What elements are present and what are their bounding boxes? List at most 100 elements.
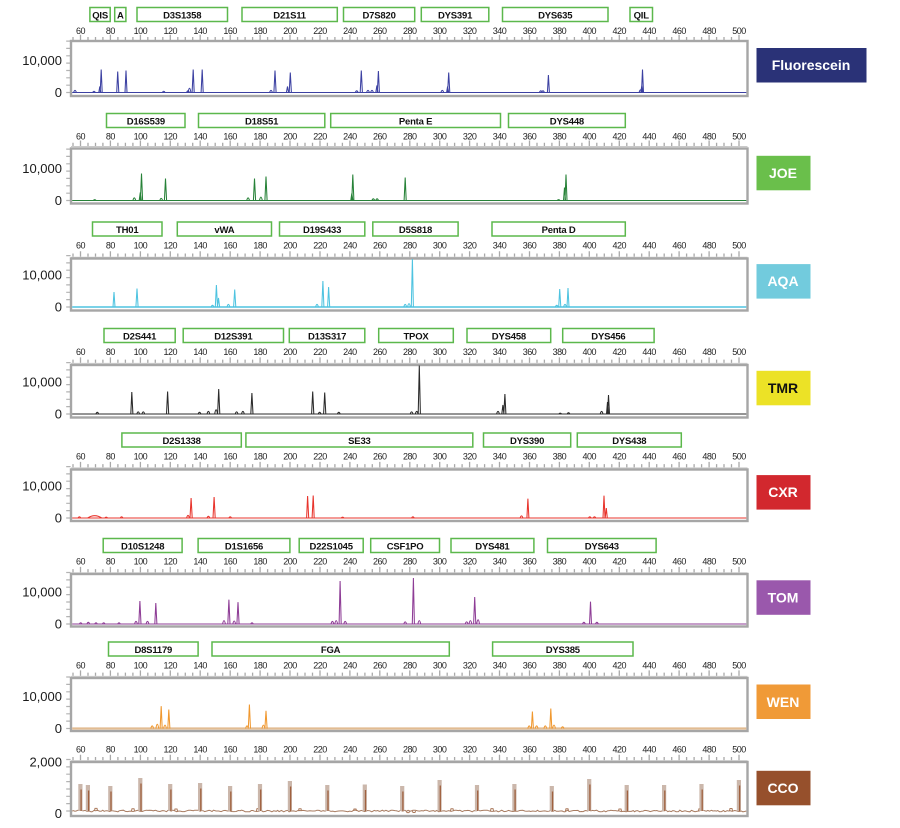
svg-text:D1S1656: D1S1656 bbox=[225, 541, 263, 552]
svg-text:420: 420 bbox=[613, 347, 627, 357]
svg-text:440: 440 bbox=[642, 132, 656, 142]
svg-text:100: 100 bbox=[134, 26, 148, 36]
svg-text:Fluorescein: Fluorescein bbox=[772, 57, 851, 73]
svg-text:240: 240 bbox=[343, 132, 357, 142]
svg-text:200: 200 bbox=[283, 661, 297, 671]
svg-text:180: 180 bbox=[253, 241, 267, 251]
svg-text:480: 480 bbox=[702, 347, 716, 357]
svg-text:200: 200 bbox=[283, 241, 297, 251]
svg-text:360: 360 bbox=[523, 132, 537, 142]
svg-text:10,000: 10,000 bbox=[22, 585, 62, 600]
svg-text:360: 360 bbox=[523, 557, 537, 567]
svg-text:460: 460 bbox=[672, 347, 686, 357]
svg-text:10,000: 10,000 bbox=[22, 161, 62, 176]
svg-text:420: 420 bbox=[613, 132, 627, 142]
svg-text:160: 160 bbox=[223, 745, 237, 755]
svg-text:300: 300 bbox=[433, 132, 447, 142]
svg-text:60: 60 bbox=[76, 241, 86, 251]
svg-text:60: 60 bbox=[76, 557, 86, 567]
svg-text:Penta D: Penta D bbox=[542, 225, 576, 236]
svg-text:D16S539: D16S539 bbox=[127, 116, 165, 127]
svg-text:480: 480 bbox=[702, 557, 716, 567]
svg-text:AQA: AQA bbox=[767, 273, 798, 289]
svg-text:220: 220 bbox=[313, 661, 327, 671]
svg-text:380: 380 bbox=[553, 745, 567, 755]
svg-text:D3S1358: D3S1358 bbox=[163, 10, 201, 21]
svg-text:460: 460 bbox=[672, 452, 686, 462]
svg-text:200: 200 bbox=[283, 557, 297, 567]
svg-text:DYS438: DYS438 bbox=[612, 436, 646, 447]
svg-text:160: 160 bbox=[223, 132, 237, 142]
svg-text:280: 280 bbox=[403, 347, 417, 357]
svg-text:10,000: 10,000 bbox=[22, 53, 62, 68]
svg-text:60: 60 bbox=[76, 452, 86, 462]
svg-text:440: 440 bbox=[642, 347, 656, 357]
svg-text:380: 380 bbox=[553, 452, 567, 462]
svg-text:220: 220 bbox=[313, 347, 327, 357]
svg-text:320: 320 bbox=[463, 26, 477, 36]
svg-text:420: 420 bbox=[613, 452, 627, 462]
svg-text:440: 440 bbox=[642, 241, 656, 251]
svg-text:360: 360 bbox=[523, 26, 537, 36]
svg-text:D13S317: D13S317 bbox=[308, 331, 346, 342]
svg-text:D22S1045: D22S1045 bbox=[310, 541, 354, 552]
svg-text:140: 140 bbox=[193, 241, 207, 251]
svg-text:160: 160 bbox=[223, 347, 237, 357]
svg-text:480: 480 bbox=[702, 26, 716, 36]
svg-text:360: 360 bbox=[523, 347, 537, 357]
svg-text:220: 220 bbox=[313, 132, 327, 142]
svg-text:220: 220 bbox=[313, 452, 327, 462]
svg-text:60: 60 bbox=[76, 347, 86, 357]
svg-text:300: 300 bbox=[433, 452, 447, 462]
svg-text:80: 80 bbox=[106, 661, 116, 671]
svg-text:500: 500 bbox=[732, 347, 746, 357]
svg-text:TOM: TOM bbox=[768, 590, 799, 606]
svg-text:160: 160 bbox=[223, 661, 237, 671]
svg-text:300: 300 bbox=[433, 557, 447, 567]
svg-text:TPOX: TPOX bbox=[403, 331, 429, 342]
svg-text:100: 100 bbox=[134, 661, 148, 671]
svg-text:140: 140 bbox=[193, 661, 207, 671]
svg-text:320: 320 bbox=[463, 452, 477, 462]
svg-text:460: 460 bbox=[672, 661, 686, 671]
svg-text:200: 200 bbox=[283, 745, 297, 755]
svg-text:240: 240 bbox=[343, 241, 357, 251]
svg-text:460: 460 bbox=[672, 557, 686, 567]
svg-text:0: 0 bbox=[55, 511, 62, 526]
svg-text:400: 400 bbox=[583, 26, 597, 36]
svg-text:0: 0 bbox=[55, 617, 62, 632]
svg-text:360: 360 bbox=[523, 745, 537, 755]
svg-text:0: 0 bbox=[55, 407, 62, 422]
svg-text:200: 200 bbox=[283, 347, 297, 357]
svg-text:240: 240 bbox=[343, 452, 357, 462]
svg-text:120: 120 bbox=[164, 745, 178, 755]
svg-text:340: 340 bbox=[493, 557, 507, 567]
svg-text:DYS458: DYS458 bbox=[492, 331, 526, 342]
svg-text:10,000: 10,000 bbox=[22, 479, 62, 494]
svg-text:300: 300 bbox=[433, 347, 447, 357]
svg-text:DYS643: DYS643 bbox=[585, 541, 619, 552]
svg-text:380: 380 bbox=[553, 557, 567, 567]
svg-text:D2S1338: D2S1338 bbox=[162, 436, 200, 447]
svg-text:380: 380 bbox=[553, 241, 567, 251]
svg-text:100: 100 bbox=[134, 347, 148, 357]
svg-text:360: 360 bbox=[523, 452, 537, 462]
svg-text:320: 320 bbox=[463, 557, 477, 567]
svg-text:280: 280 bbox=[403, 557, 417, 567]
svg-text:TH01: TH01 bbox=[116, 225, 139, 236]
svg-text:440: 440 bbox=[642, 661, 656, 671]
svg-text:180: 180 bbox=[253, 132, 267, 142]
svg-text:140: 140 bbox=[193, 132, 207, 142]
svg-text:500: 500 bbox=[732, 745, 746, 755]
svg-text:480: 480 bbox=[702, 241, 716, 251]
svg-text:160: 160 bbox=[223, 452, 237, 462]
svg-text:QIS: QIS bbox=[92, 10, 108, 21]
svg-text:160: 160 bbox=[223, 557, 237, 567]
svg-text:280: 280 bbox=[403, 132, 417, 142]
svg-text:120: 120 bbox=[164, 132, 178, 142]
svg-text:380: 380 bbox=[553, 132, 567, 142]
svg-text:180: 180 bbox=[253, 452, 267, 462]
svg-text:D5S818: D5S818 bbox=[399, 225, 432, 236]
svg-text:420: 420 bbox=[613, 26, 627, 36]
svg-text:340: 340 bbox=[493, 132, 507, 142]
